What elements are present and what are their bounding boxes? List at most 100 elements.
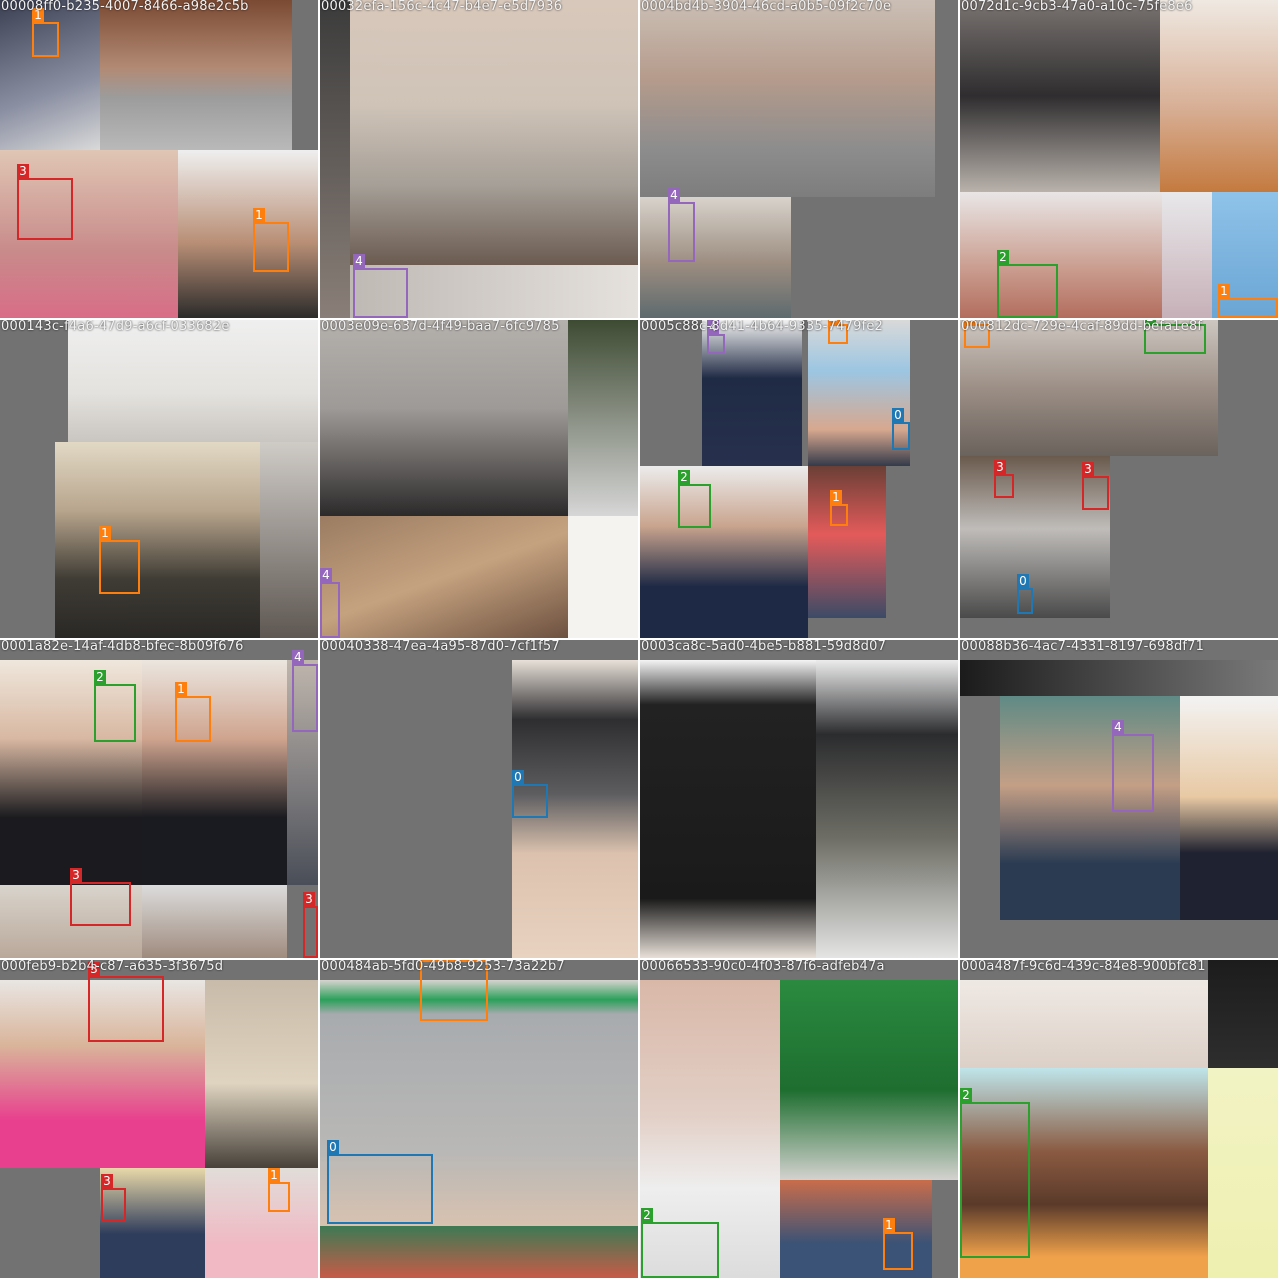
mosaic-tile: 00008ff0-b235-4007-8466-a98e2c5b 1 3 1 [0,0,318,318]
tile-title: 000feb9-b2b4-c87-a635-3f3675d [1,960,224,974]
bbox-label: 3 [1082,462,1094,477]
tile-title: 0072d1c-9cb3-47a0-a10c-75fe8e6 [961,0,1193,14]
bbox-1: 1 [99,526,140,594]
mosaic-tile: 00066533-90c0-4f03-87f6-adfeb47a 2 1 [640,960,958,1278]
bbox-label: 1 [964,320,976,325]
mosaic-tile: 000a487f-9c6d-439c-84e8-900bfc81 2 [960,960,1278,1278]
photo-panel [1162,192,1212,318]
tile-title: 0003ca8c-5ad0-4be5-b881-59d8d07 [641,640,887,654]
bbox-1: 1 [828,320,848,344]
bbox-label: 4 [668,188,680,203]
bbox-label: 1 [420,960,432,961]
tile-title: 00088b36-4ac7-4331-8197-698df71 [961,640,1205,654]
photo-panel [780,1180,932,1278]
tile-title: 000143c-f4a6-47d9-a6cf-033682e [1,320,230,334]
bbox-label: 3 [994,460,1006,475]
bbox-4: 4 [292,650,318,732]
bbox-label: 3 [303,892,315,907]
photo-panel [960,0,1160,192]
bbox-3: 3 [994,460,1014,498]
bbox-label: 0 [327,1140,339,1155]
bbox-label: 3 [101,1174,113,1189]
bbox-1: 1 [253,208,289,272]
bbox-label: 2 [1144,320,1156,325]
photo-panel [142,885,287,958]
mosaic-tile: 00032efa-156c-4c47-b4e7-e5d7936 4 [320,0,638,318]
photo-panel [960,980,1208,1068]
photo-panel [640,980,780,1278]
mosaic-tile: 0072d1c-9cb3-47a0-a10c-75fe8e6 2 1 1 [960,0,1278,318]
bbox-2: 2 [960,1088,1030,1258]
tile-title: 0003e09e-637d-4f49-baa7-6fc9785 [321,320,560,334]
bbox-0: 0 [892,408,910,450]
bbox-4: 4 [1112,720,1154,812]
photo-panel [320,320,568,516]
mosaic-tile: 0004bd4b-3904-46cd-a0b5-09f2c70e 4 1 [640,0,958,318]
photo-panel [320,980,638,1226]
mosaic-tile: 00040338-47ea-4a95-87d0-7cf1f57 0 [320,640,638,958]
photo-panel [568,516,638,638]
bbox-3: 3 [88,962,164,1042]
bbox-label: 2 [94,670,106,685]
mosaic-tile: 0001a82e-14af-4db8-bfec-8b09f676 2 1 4 3… [0,640,318,958]
photo-panel [816,660,958,958]
photo-panel [320,1226,638,1278]
photo-panel [640,0,935,197]
bbox-0: 0 [327,1140,433,1224]
bbox-label: 1 [883,1218,895,1233]
photo-panel [640,660,816,958]
bbox-0: 0 [1017,574,1033,614]
mosaic-tile: 000484ab-5fd0-49b8-9253-73a22b7 1 0 [320,960,638,1278]
bbox-label: 1 [830,490,842,505]
bbox-1: 1 [1218,284,1278,318]
mosaic-tile: 0003e09e-637d-4f49-baa7-6fc9785 4 [320,320,638,638]
tile-title: 0001a82e-14af-4db8-bfec-8b09f676 [1,640,244,654]
tile-title: 0005c88c-8d41-4b64-9335-7479fe2 [641,320,884,334]
mosaic-tile: 000feb9-b2b4-c87-a635-3f3675d 3 3 1 [0,960,318,1278]
photo-panel [1180,696,1278,920]
bbox-1: 1 [830,490,848,526]
bbox-label: 4 [1112,720,1124,735]
tile-title: 000484ab-5fd0-49b8-9253-73a22b7 [321,960,565,974]
bbox-label: 1 [253,208,265,223]
photo-panel [260,442,318,638]
photo-panel [1160,0,1278,192]
photo-panel [512,660,638,958]
bbox-label: 4 [707,320,719,335]
photo-panel [960,456,1110,618]
bbox-label: 4 [353,254,365,269]
mosaic-tile: 0003ca8c-5ad0-4be5-b881-59d8d07 [640,640,958,958]
photo-panel [0,0,100,150]
mosaic-tile: 000812dc-729e-4caf-89dd-befa1e8f 1 2 3 3… [960,320,1278,638]
bbox-label: 2 [960,1088,972,1103]
bbox-2: 2 [678,470,711,528]
tile-title: 0004bd4b-3904-46cd-a0b5-09f2c70e [641,0,892,14]
bbox-3: 3 [70,868,131,926]
photo-panel [142,660,287,885]
bbox-label: 1 [175,682,187,697]
photo-panel [640,197,791,318]
bbox-3: 3 [1082,462,1109,510]
bbox-1: 1 [32,8,59,57]
bbox-label: 1 [32,8,44,23]
bbox-label: 2 [641,1208,653,1223]
bbox-1: 1 [420,960,488,1021]
bbox-label: 1 [268,1168,280,1183]
bbox-1: 1 [964,320,990,348]
mosaic-tile: 0005c88c-8d41-4b64-9335-7479fe2 4 1 0 2 … [640,320,958,638]
tile-title: 000a487f-9c6d-439c-84e8-900bfc81 [961,960,1206,974]
bbox-label: 0 [512,770,524,785]
tile-title: 00008ff0-b235-4007-8466-a98e2c5b [1,0,249,14]
bbox-2: 2 [94,670,136,742]
photo-panel [205,1168,318,1278]
photo-panel [808,466,886,618]
photo-panel [1000,696,1180,920]
bbox-4: 4 [707,320,725,354]
photo-panel [350,265,638,318]
photo-panel [100,0,292,150]
bbox-0: 0 [512,770,548,818]
photo-panel [55,442,260,638]
bbox-label: 2 [678,470,690,485]
bbox-4: 4 [668,188,695,262]
bbox-label: 3 [70,868,82,883]
